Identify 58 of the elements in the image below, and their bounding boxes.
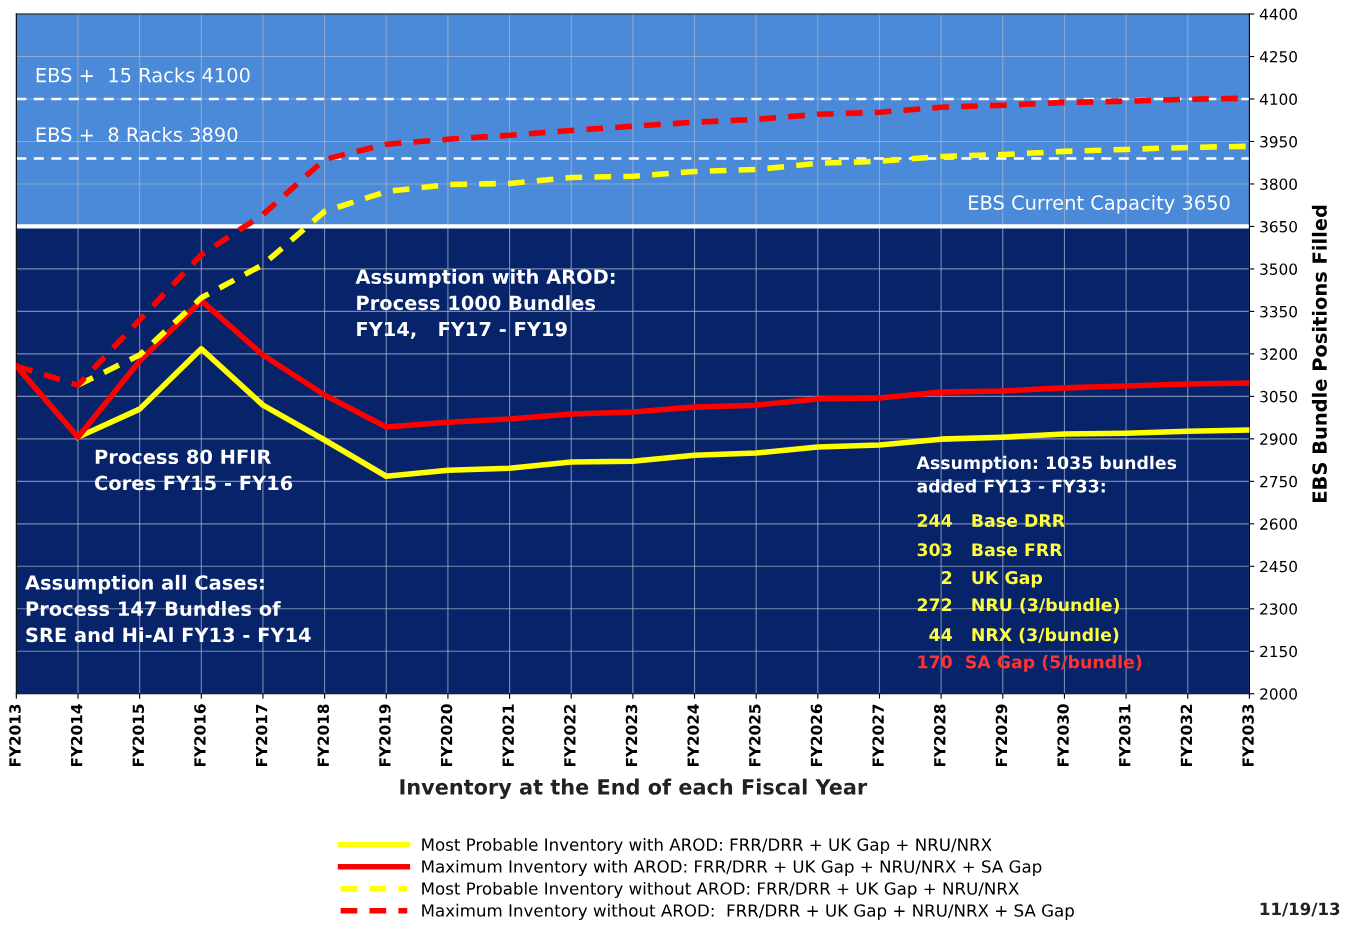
y-tick-label: 2450 [1260,560,1297,573]
annotation: 272 NRU (3/bundle) [917,597,1119,614]
x-tick-label: FY2015 [132,704,145,767]
y-tick-label: 3950 [1260,135,1297,148]
x-tick-label: FY2014 [70,704,83,767]
ref-line-label: EBS + 8 Racks 3890 [36,126,238,142]
x-tick-label: FY2031 [1118,704,1131,767]
y-tick-label: 4250 [1259,50,1297,63]
annotation: 2 UK Gap [942,571,1043,588]
x-tick-label: FY2028 [934,704,946,767]
y-tick-label: 2900 [1260,433,1297,445]
x-tick-label: FY2017 [255,704,268,767]
x-tick-label: FY2020 [440,704,453,767]
annotation: 170 SA Gap (5/bundle) [918,655,1142,672]
y-tick-label: 2600 [1260,518,1297,530]
y-tick-label: 3500 [1260,263,1297,275]
y-axis-title: EBS Bundle Positions Filled [1311,205,1327,502]
x-tick-label: FY2027 [872,704,884,767]
x-tick-label: FY2026 [810,704,823,767]
x-tick-label: FY2029 [995,704,1008,767]
ref-line-label: EBS + 15 Racks 4100 [36,67,250,83]
y-tick-label: 4100 [1259,93,1297,106]
annotation: 244 Base DRR [917,513,1065,528]
x-tick-label: FY2023 [625,704,638,767]
annotation: 303 Base FRR [917,543,1063,557]
annotation: Assumption with AROD: Process 1000 Bundles FY14, FY17 - FY19 [355,268,615,339]
annotation: 44 NRX (3/bundle) [929,627,1119,644]
x-tick-label: FY2022 [564,704,576,767]
x-tick-label: FY2013 [9,704,21,767]
x-tick-label: FY2033 [1242,704,1254,767]
annotation: Process 80 HFIR Cores FY15 - FY16 [94,449,293,491]
x-tick-label: FY2024 [687,704,699,767]
annotation: Assumption: 1035 bundles added FY13 - FY33: [916,455,1177,493]
x-axis-title: Inventory at the End of each Fiscal Year [400,778,868,799]
legend-label: Maximum Inventory without AROD: FRR/DRR + UK Gap + NRU/NRX + SA Gap [422,903,1074,920]
ref-line-label: EBS Current Capacity 3650 [969,194,1230,214]
y-tick-label: 3050 [1260,390,1297,403]
legend-label: Most Probable Inventory with AROD: FRR/DRR + UK Gap + NRU/NRX [422,837,992,855]
annotation: Assumption all Cases: Process 147 Bundles of SRE and Hi-Al FY13 - FY14 [25,574,311,643]
x-tick-label: FY2016 [194,704,206,767]
y-tick-label: 2750 [1260,475,1297,488]
x-tick-label: FY2030 [1057,704,1069,767]
y-tick-label: 2300 [1260,603,1297,615]
y-tick-label: 3200 [1260,348,1297,360]
y-tick-label: 3650 [1260,220,1297,233]
x-tick-label: FY2032 [1180,704,1193,767]
y-tick-label: 3350 [1260,305,1297,318]
x-tick-label: FY2018 [317,704,330,767]
y-tick-label: 4400 [1259,8,1297,21]
legend-label: Maximum Inventory with AROD: FRR/DRR + UK Gap + NRU/NRX + SA Gap [422,859,1042,877]
x-tick-label: FY2019 [379,704,391,767]
x-tick-label: FY2025 [749,704,761,767]
y-tick-label: 2150 [1260,645,1297,658]
y-tick-label: 2000 [1260,688,1297,700]
y-tick-label: 3800 [1260,178,1297,190]
x-tick-label: FY2021 [502,704,514,767]
text: 11/19/13 [1260,902,1340,917]
legend-label: Most Probable Inventory without AROD: FRR/DRR + UK Gap + NRU/NRX [422,881,1019,899]
